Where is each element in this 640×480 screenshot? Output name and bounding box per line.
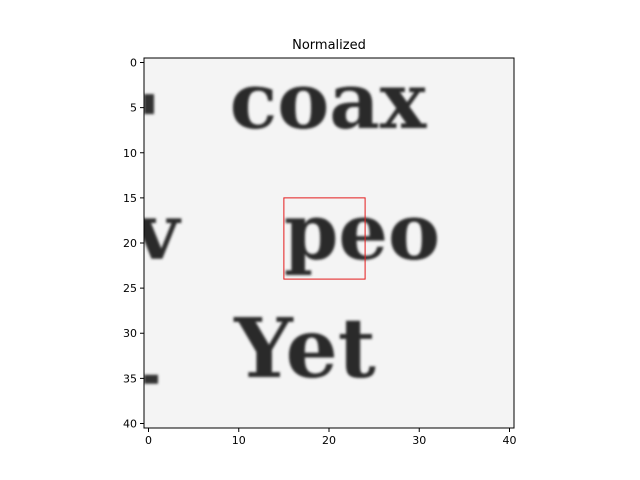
x-tick-label: 0 [145, 434, 152, 447]
image-word: Yet [233, 301, 376, 397]
chart-title: Normalized [292, 38, 366, 53]
image-word: v [132, 187, 182, 278]
x-tick-label: 10 [232, 434, 246, 447]
y-tick-label: 40 [123, 417, 137, 430]
x-tick-label: 40 [502, 434, 516, 447]
highlight-box [283, 197, 366, 280]
y-axis: 0 5 10 15 20 25 30 35 40 [123, 57, 144, 430]
y-tick-label: 10 [123, 147, 137, 160]
y-tick-label: 35 [123, 372, 137, 385]
x-axis: 0 10 20 30 40 [145, 428, 516, 447]
y-tick-label: 0 [130, 57, 137, 70]
y-tick-label: 30 [123, 327, 137, 340]
y-tick-label: 15 [123, 192, 137, 205]
image-fragment [144, 374, 158, 384]
y-tick-label: 20 [123, 237, 137, 250]
image-word: peo [284, 187, 440, 278]
image-word: coax [230, 56, 428, 147]
y-tick-label: 5 [130, 102, 137, 115]
image-fragment [144, 94, 154, 115]
y-tick-label: 25 [123, 282, 137, 295]
x-tick-label: 20 [322, 434, 336, 447]
image-background [144, 58, 514, 428]
x-tick-label: 30 [412, 434, 426, 447]
